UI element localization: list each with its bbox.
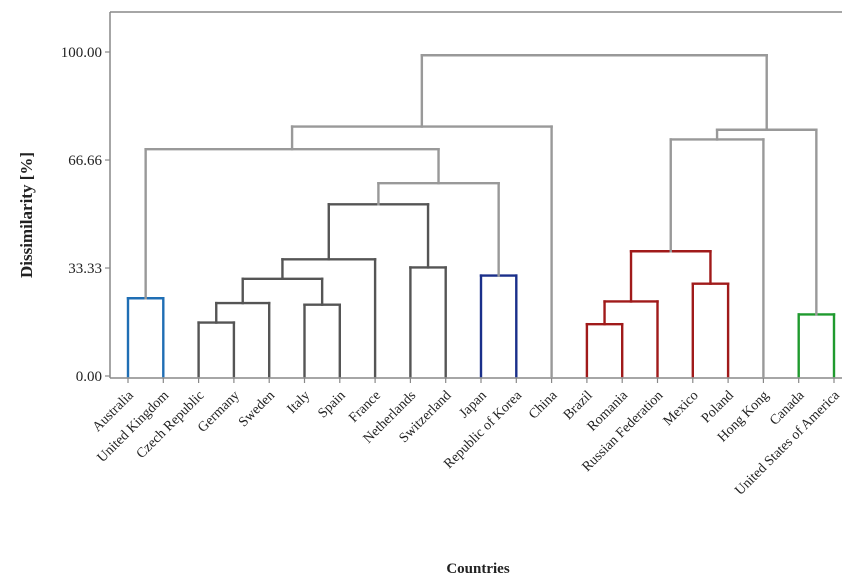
chart-axes bbox=[109, 11, 842, 383]
y-tick-labels: 0.00 33.33 66.66 100.00 bbox=[61, 45, 110, 385]
y-tick-label: 66.66 bbox=[68, 153, 102, 169]
dendrogram-links bbox=[126, 54, 836, 378]
y-tick-label: 33.33 bbox=[68, 261, 102, 277]
leaf-label: Japan bbox=[457, 388, 490, 421]
leaf-label: Sweden bbox=[236, 388, 278, 430]
leaf-label: China bbox=[526, 388, 561, 423]
y-tick-label: 0.00 bbox=[76, 369, 102, 385]
y-tick-label: 100.00 bbox=[61, 45, 102, 61]
leaf-label: Spain bbox=[315, 388, 348, 421]
leaf-label: Italy bbox=[285, 388, 314, 417]
x-axis-label: Countries bbox=[446, 561, 509, 577]
leaf-label: Mexico bbox=[661, 388, 702, 429]
y-axis-label: Dissimilarity [%] bbox=[17, 152, 36, 278]
